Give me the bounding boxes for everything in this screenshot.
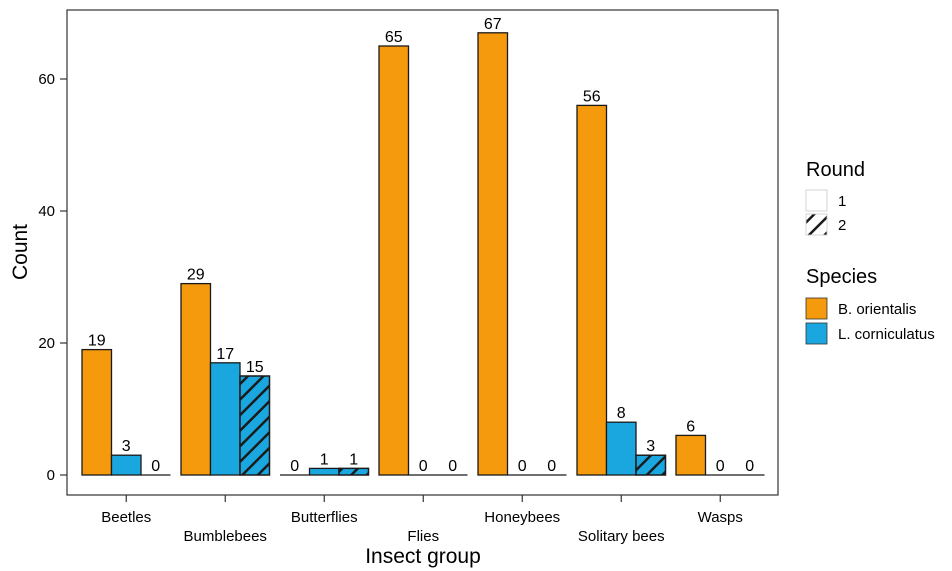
y-tick-label-0: 0 [47, 467, 55, 484]
x-tick-label-wasps: Wasps [698, 509, 743, 526]
x-tick-label-solitary-bees: Solitary bees [578, 528, 665, 545]
legend-round-title: Round [806, 159, 865, 181]
bar-butterflies-l-corniculatus-round1 [308, 467, 340, 476]
bar-bumblebees-b-orientalis-round1 [180, 282, 212, 476]
bar-beetles-l-corniculatus-round1 [110, 454, 142, 476]
data-label-wasps-l-corniculatus-round2: 0 [745, 458, 754, 475]
legend-round: Round 1 2 [805, 159, 865, 236]
x-axis: Beetles Bumblebees Butterflies Flies Honeybe… [101, 495, 743, 545]
data-label-bumblebees-b-orientalis-round1: 29 [187, 267, 205, 284]
legend-species-b-orientalis-label: B. orientalis [838, 301, 916, 318]
data-label-wasps-b-orientalis-round1: 6 [686, 418, 695, 435]
legend-round-1-label: 1 [838, 193, 846, 210]
x-tick-label-honeybees: Honeybees [484, 509, 560, 526]
bars-layer [81, 32, 765, 476]
bar-solitary-bees-b-orientalis-round1 [576, 104, 608, 476]
data-label-honeybees-l-corniculatus-round1: 0 [518, 458, 527, 475]
data-label-flies-l-corniculatus-round2: 0 [448, 458, 457, 475]
data-label-bumblebees-l-corniculatus-round2: 15 [246, 359, 264, 376]
legend-species-title: Species [806, 266, 877, 288]
data-label-bumblebees-l-corniculatus-round1: 17 [216, 346, 234, 363]
bar-beetles-b-orientalis-round1 [81, 348, 113, 476]
x-tick-label-butterflies: Butterflies [291, 509, 358, 526]
x-axis-title: Insect group [365, 545, 481, 568]
data-label-beetles-b-orientalis-round1: 19 [88, 333, 106, 350]
data-label-butterflies-l-corniculatus-round1: 1 [320, 451, 329, 468]
data-label-butterflies-b-orientalis-round1: 0 [290, 458, 299, 475]
data-label-flies-b-orientalis-round1: 65 [385, 29, 403, 46]
legend-species-b-orientalis-swatch [805, 297, 828, 320]
bar-butterflies-l-corniculatus-round2-hatch [338, 467, 370, 476]
data-label-solitary-bees-l-corniculatus-round2: 3 [646, 438, 655, 455]
y-axis: 0 20 40 60 [38, 71, 67, 484]
plot-frame [66, 9, 779, 496]
data-label-wasps-l-corniculatus-round1: 0 [716, 458, 725, 475]
data-label-honeybees-b-orientalis-round1: 67 [484, 16, 502, 33]
y-tick-label-60: 60 [38, 71, 55, 88]
legend-round-2-swatch [805, 213, 828, 236]
data-label-butterflies-l-corniculatus-round2: 1 [349, 451, 358, 468]
legend-species-l-corniculatus-label: L. corniculatus [838, 326, 935, 343]
y-tick-label-20: 20 [38, 335, 55, 352]
data-label-honeybees-l-corniculatus-round2: 0 [547, 458, 556, 475]
plot-area: 19 3 0 29 17 15 0 1 1 65 0 0 67 0 0 56 8 3 6 0 0 [66, 9, 779, 496]
y-axis-title: Count [9, 224, 32, 280]
legend-round-1-swatch [805, 189, 828, 212]
data-label-solitary-bees-b-orientalis-round1: 56 [583, 88, 601, 105]
data-label-flies-l-corniculatus-round1: 0 [419, 458, 428, 475]
bar-wasps-b-orientalis-round1 [675, 434, 707, 476]
x-tick-label-beetles: Beetles [101, 509, 151, 526]
bar-flies-b-orientalis-round1 [378, 45, 410, 476]
y-tick-label-40: 40 [38, 203, 55, 220]
bar-solitary-bees-l-corniculatus-round1 [605, 421, 637, 476]
legend-round-2-label: 2 [838, 217, 846, 234]
legend-species: Species B. orientalis L. corniculatus [805, 266, 935, 345]
x-tick-label-bumblebees: Bumblebees [184, 528, 267, 545]
x-tick-label-flies: Flies [407, 528, 439, 545]
data-label-beetles-l-corniculatus-round1: 3 [122, 438, 131, 455]
data-labels-layer: 19 3 0 29 17 15 0 1 1 65 0 0 67 0 0 56 8 3 6 0 0 [88, 16, 754, 475]
data-label-beetles-l-corniculatus-round2: 0 [151, 458, 160, 475]
bar-bumblebees-l-corniculatus-round1 [209, 362, 241, 476]
bar-honeybees-b-orientalis-round1 [477, 32, 509, 476]
data-label-solitary-bees-l-corniculatus-round1: 8 [617, 405, 626, 422]
bar-bumblebees-l-corniculatus-round2-hatch [239, 375, 271, 476]
bar-solitary-bees-l-corniculatus-round2-hatch [635, 454, 667, 476]
legend-species-l-corniculatus-swatch [805, 322, 828, 345]
